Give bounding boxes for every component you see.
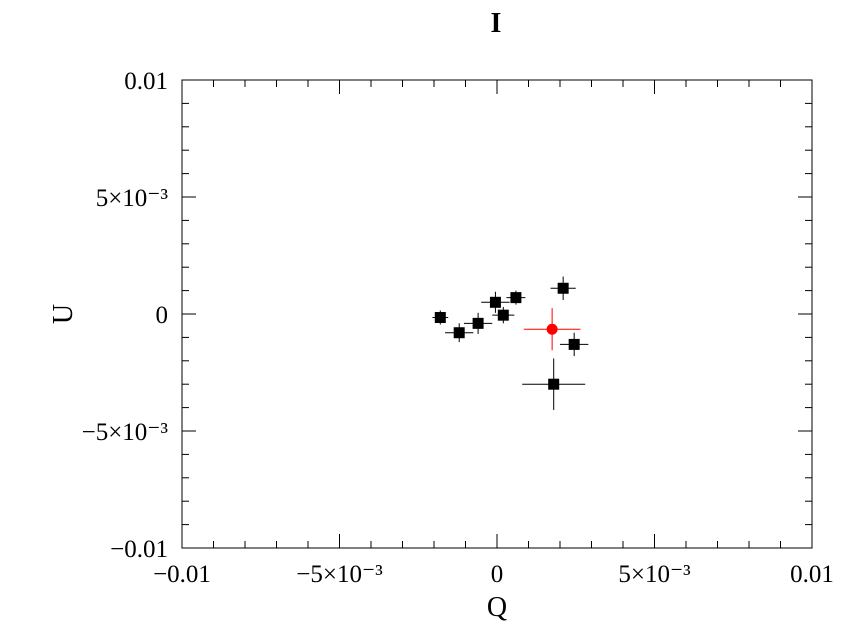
y-axis-label: U bbox=[48, 304, 79, 324]
chart-title: I bbox=[491, 8, 502, 39]
data-point bbox=[522, 358, 586, 410]
square-marker bbox=[568, 338, 580, 350]
data-point bbox=[492, 306, 515, 324]
square-marker bbox=[489, 296, 501, 308]
axis-ticks bbox=[181, 79, 813, 549]
x-tick-label: 0.01 bbox=[790, 561, 834, 588]
x-tick-label: 0 bbox=[491, 561, 504, 588]
y-tick-label: 5×10⁻³ bbox=[96, 185, 169, 212]
square-marker bbox=[434, 312, 446, 324]
x-tick-label: −0.01 bbox=[153, 561, 211, 588]
x-tick-label: −5×10⁻³ bbox=[296, 561, 383, 588]
data-point bbox=[481, 291, 510, 313]
y-tick-labels: 0.01 5×10⁻³ 0 −5×10⁻³ −0.01 bbox=[82, 68, 169, 563]
x-tick-labels: −0.01 −5×10⁻³ 0 5×10⁻³ 0.01 bbox=[153, 561, 834, 588]
square-marker bbox=[472, 317, 484, 329]
data-point bbox=[550, 276, 576, 300]
data-points bbox=[432, 276, 589, 410]
y-tick-label: 0 bbox=[156, 302, 169, 329]
data-point bbox=[523, 308, 581, 351]
y-tick-label: 0.01 bbox=[124, 68, 168, 95]
data-point bbox=[445, 323, 474, 343]
y-tick-label: −0.01 bbox=[110, 536, 168, 563]
data-point bbox=[463, 312, 493, 334]
x-tick-label: 5×10⁻³ bbox=[618, 561, 691, 588]
x-axis-label: Q bbox=[487, 592, 507, 623]
y-tick-label: −5×10⁻³ bbox=[82, 419, 169, 446]
circle-marker bbox=[546, 323, 558, 335]
square-marker bbox=[510, 292, 522, 304]
square-marker bbox=[497, 309, 509, 321]
data-point bbox=[506, 290, 526, 305]
square-marker bbox=[453, 327, 465, 339]
plot-frame bbox=[181, 79, 813, 549]
data-point bbox=[560, 332, 589, 357]
square-marker bbox=[557, 282, 569, 294]
square-marker bbox=[548, 378, 560, 390]
data-point bbox=[432, 310, 449, 325]
